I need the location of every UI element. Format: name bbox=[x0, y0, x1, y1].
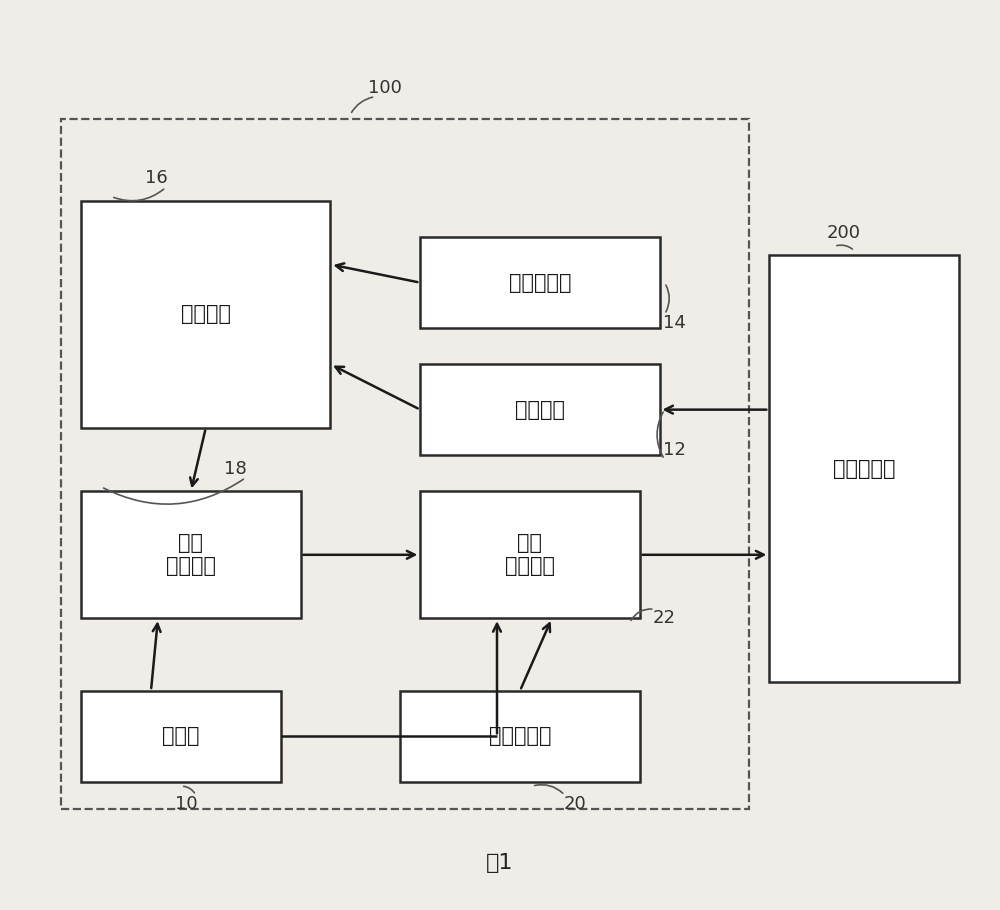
Bar bbox=[420, 364, 660, 455]
Text: 获取单元: 获取单元 bbox=[515, 399, 565, 420]
Bar bbox=[81, 691, 281, 782]
Text: 14: 14 bbox=[663, 315, 686, 332]
Bar bbox=[81, 491, 301, 618]
Bar bbox=[400, 691, 640, 782]
Text: 速度传感器: 速度传感器 bbox=[489, 726, 551, 746]
Bar bbox=[81, 201, 330, 428]
Text: 10: 10 bbox=[175, 795, 197, 814]
Text: 22: 22 bbox=[653, 610, 676, 627]
Bar bbox=[769, 256, 959, 682]
Text: 12: 12 bbox=[663, 441, 686, 460]
Text: 计算单元: 计算单元 bbox=[181, 304, 231, 324]
Text: 100: 100 bbox=[368, 78, 402, 96]
Text: 存储器: 存储器 bbox=[162, 726, 200, 746]
Text: 第一
比较单元: 第一 比较单元 bbox=[166, 533, 216, 576]
Text: 图1: 图1 bbox=[486, 854, 514, 874]
Text: 信号采集器: 信号采集器 bbox=[509, 273, 571, 293]
Text: 18: 18 bbox=[224, 460, 247, 478]
Text: 音频播放器: 音频播放器 bbox=[833, 459, 895, 479]
Text: 16: 16 bbox=[145, 169, 167, 187]
Text: 第二
比较单元: 第二 比较单元 bbox=[505, 533, 555, 576]
Text: 20: 20 bbox=[563, 795, 586, 814]
Bar bbox=[420, 238, 660, 328]
Text: 200: 200 bbox=[827, 224, 861, 242]
Bar bbox=[420, 491, 640, 618]
Bar bbox=[61, 119, 749, 809]
